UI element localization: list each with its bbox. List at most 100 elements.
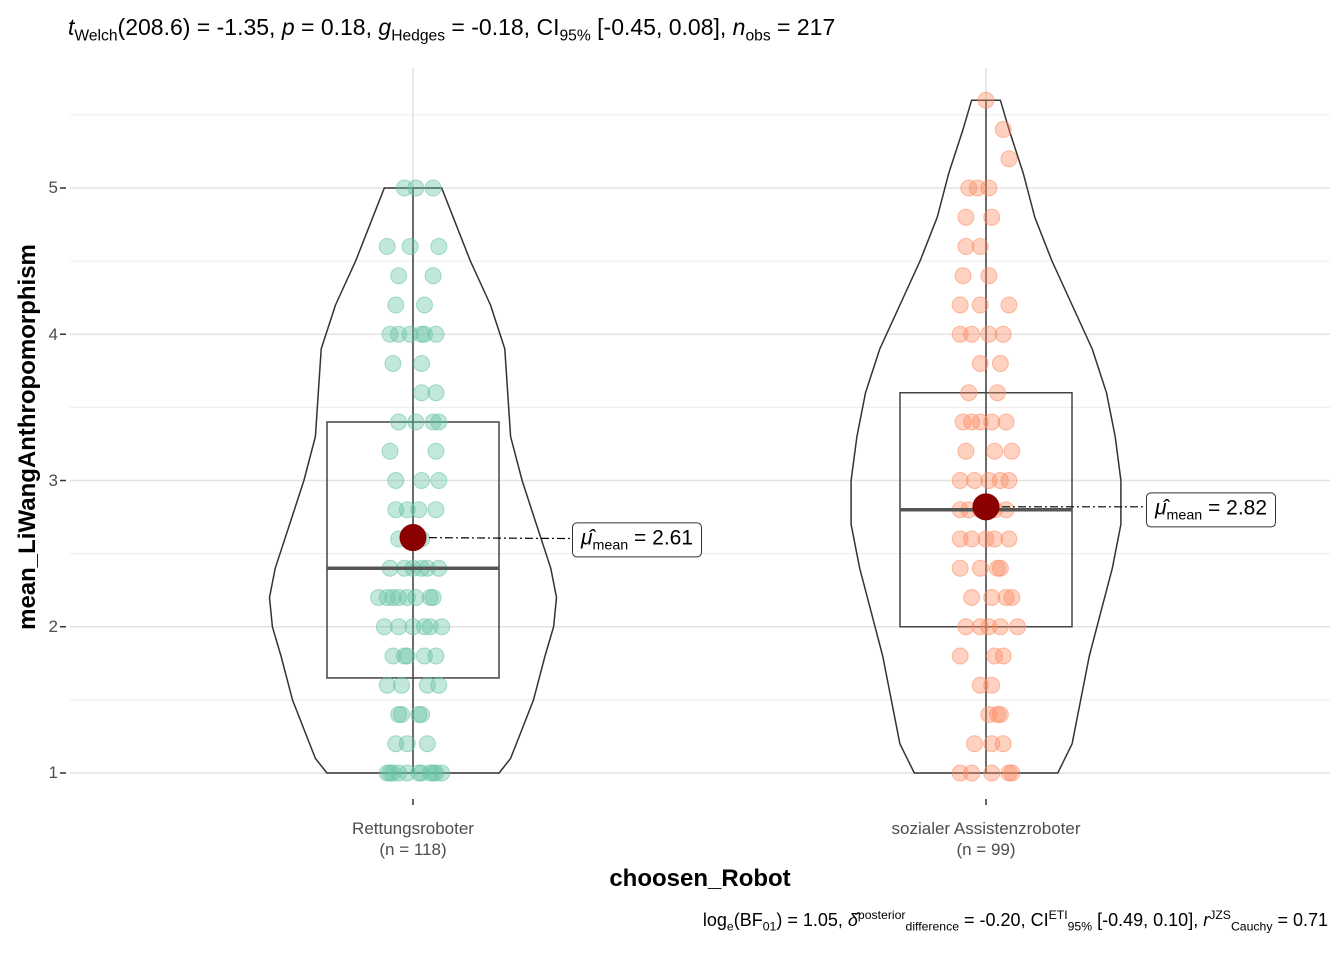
data-point (971, 238, 989, 255)
data-point (427, 647, 445, 665)
data-point (390, 706, 408, 723)
data-point (390, 589, 408, 606)
data-point (427, 442, 445, 460)
data-point (415, 618, 433, 636)
data-point (378, 676, 396, 694)
data-point (960, 384, 978, 402)
data-point (424, 267, 442, 285)
data-point (413, 384, 431, 402)
y-tick-label: 5 (48, 178, 58, 197)
data-point (994, 647, 1012, 665)
mean-point (972, 493, 1000, 521)
data-point (381, 325, 399, 343)
data-point (954, 413, 972, 431)
data-point (390, 413, 408, 431)
data-point (384, 589, 402, 606)
data-point (427, 325, 445, 343)
data-point (433, 764, 451, 782)
data-point (390, 618, 408, 636)
data-point (387, 296, 405, 314)
data-point (963, 764, 981, 782)
data-point (381, 442, 399, 460)
data-point (963, 530, 981, 548)
data-point (983, 764, 1001, 782)
data-point (991, 355, 1009, 372)
data-point (963, 589, 981, 606)
data-point (398, 735, 416, 753)
data-point (418, 735, 436, 753)
data-point (395, 647, 413, 665)
data-point (413, 355, 431, 372)
data-point (994, 121, 1012, 138)
data-point (407, 413, 425, 431)
data-point (991, 706, 1009, 723)
data-point (430, 413, 448, 431)
data-point (994, 735, 1012, 753)
data-point (980, 267, 998, 285)
data-point (370, 589, 388, 606)
data-point (427, 384, 445, 402)
data-point (986, 442, 1004, 460)
data-point (427, 501, 445, 519)
data-point (393, 676, 411, 694)
plot-title: tWelch(208.6) = -1.35, p = 0.18, gHedges… (68, 14, 836, 45)
data-point (971, 296, 989, 314)
data-point (384, 764, 402, 782)
data-point (954, 267, 972, 285)
y-tick-label: 2 (48, 617, 58, 636)
data-point (1000, 296, 1018, 314)
data-point (413, 472, 431, 489)
data-point (977, 91, 995, 109)
data-point (951, 472, 969, 489)
data-point (951, 559, 969, 577)
data-point (983, 413, 1001, 431)
data-point (966, 472, 984, 489)
data-point (375, 618, 393, 636)
data-point (991, 559, 1009, 577)
data-point (430, 472, 448, 489)
data-point (957, 208, 975, 226)
data-point (994, 325, 1012, 343)
data-point (378, 238, 396, 255)
data-point (384, 355, 402, 372)
data-point (963, 413, 981, 431)
data-point (1000, 472, 1018, 489)
data-point (1000, 150, 1018, 168)
y-tick-label: 1 (48, 763, 58, 782)
data-point (980, 179, 998, 197)
box-iqr (326, 421, 500, 679)
data-point (983, 208, 1001, 226)
y-tick-label: 3 (48, 471, 58, 490)
x-axis-label: choosen_Robot (609, 865, 791, 892)
y-tick-label: 4 (48, 325, 58, 344)
data-point (433, 618, 451, 636)
data-point (986, 647, 1004, 665)
data-point (1003, 589, 1021, 606)
data-point (427, 764, 445, 782)
data-point (966, 735, 984, 753)
data-point (983, 589, 1001, 606)
data-point (971, 618, 989, 636)
data-point (957, 618, 975, 636)
mean-point (399, 524, 427, 552)
data-point (971, 355, 989, 372)
data-point (983, 676, 1001, 694)
data-point (407, 589, 425, 606)
data-point (971, 559, 989, 577)
data-point (424, 589, 442, 606)
plot-caption: loge(BF01) = 1.05, δ̂posteriordifference… (702, 908, 1328, 934)
y-axis-label: mean_LiWangAnthropomorphism (14, 244, 41, 630)
data-point (957, 442, 975, 460)
data-point (960, 179, 978, 197)
data-point (997, 413, 1015, 431)
data-point (1009, 618, 1027, 636)
violin-outline (850, 99, 1122, 774)
data-point (398, 589, 416, 606)
data-point (413, 706, 431, 723)
data-point (387, 472, 405, 489)
data-point (390, 267, 408, 285)
data-point (378, 764, 396, 782)
data-point (988, 384, 1006, 402)
x-tick-label-rettungsroboter: Rettungsroboter (n = 118) (352, 819, 474, 859)
